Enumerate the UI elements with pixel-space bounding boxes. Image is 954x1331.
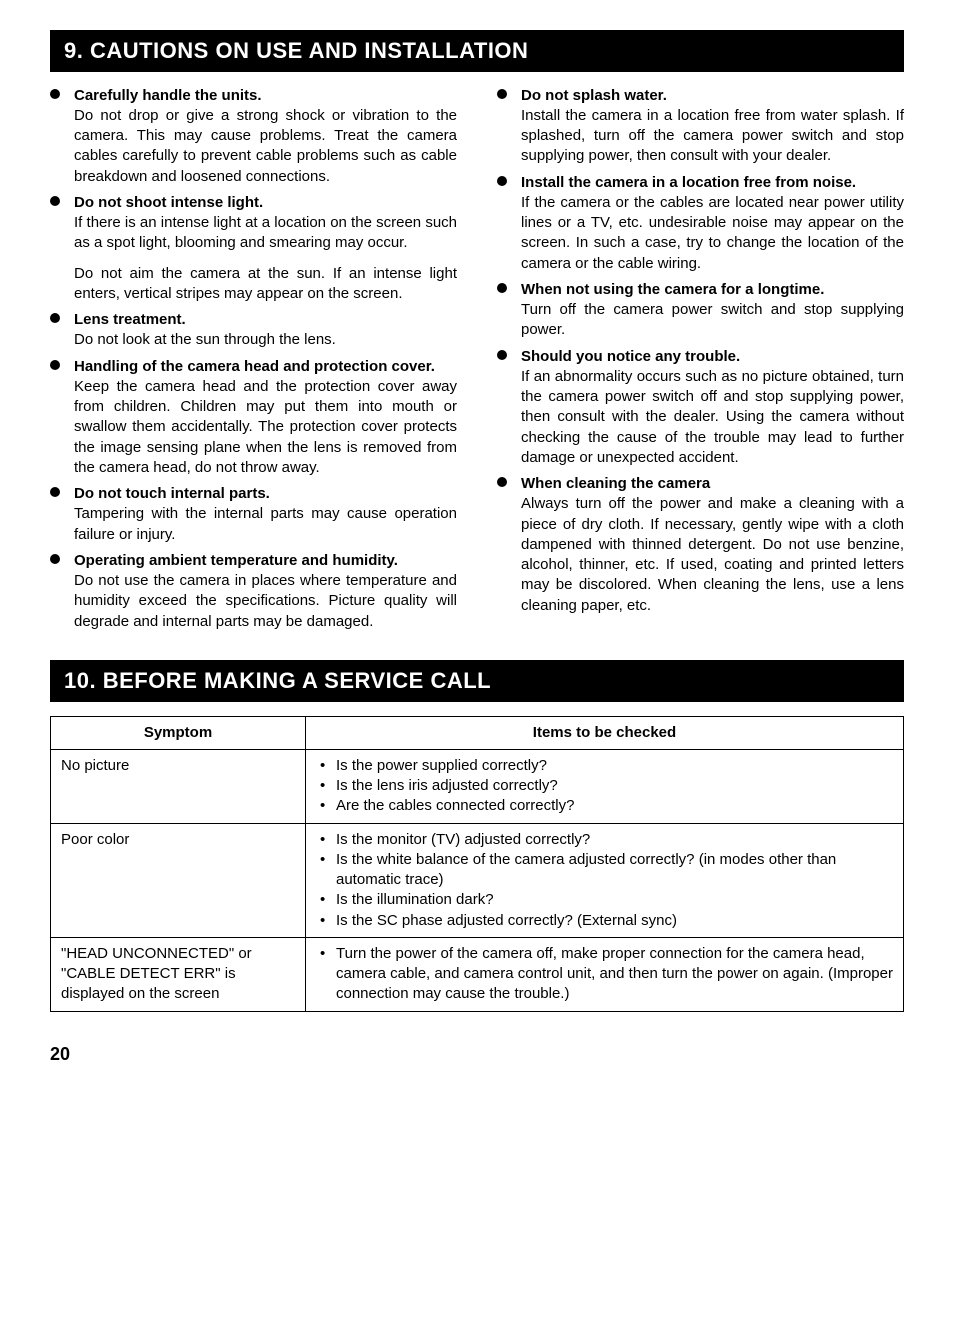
bullet-icon [497,283,507,293]
page-number: 20 [50,1042,904,1066]
cautions-right-column: Do not splash water. Install the camera … [497,86,904,638]
caution-title: When not using the camera for a longtime… [521,281,824,298]
bullet-icon [50,554,60,564]
bullet-icon [497,477,507,487]
caution-cleaning: When cleaning the camera Always turn off… [497,474,904,616]
caution-title: Lens treatment. [74,311,186,328]
cautions-columns: Carefully handle the units. Do not drop … [50,86,904,638]
check-item: Is the monitor (TV) adjusted correctly? [336,830,893,850]
bullet-icon [50,89,60,99]
section-header-service: 10. BEFORE MAKING A SERVICE CALL [50,660,904,702]
symptom-cell: No picture [51,749,306,823]
check-item: Is the SC phase adjusted correctly? (Ext… [336,911,893,931]
caution-body: If an abnormality occurs such as no pict… [521,367,904,468]
caution-lens-treatment: Lens treatment. Do not look at the sun t… [50,310,457,351]
check-item: Is the lens iris adjusted correctly? [336,776,893,796]
check-item: Is the illumination dark? [336,890,893,910]
caution-body: If the camera or the cables are located … [521,193,904,274]
section-header-cautions: 9. CAUTIONS ON USE AND INSTALLATION [50,30,904,72]
bullet-icon [497,89,507,99]
caution-title: Do not touch internal parts. [74,485,270,502]
caution-body: Install the camera in a location free fr… [521,106,904,167]
caution-handle-units: Carefully handle the units. Do not drop … [50,86,457,187]
caution-title: Carefully handle the units. [74,87,262,104]
caution-trouble: Should you notice any trouble. If an abn… [497,347,904,469]
caution-title: Do not shoot intense light. [74,194,263,211]
symptom-cell: Poor color [51,823,306,937]
table-row: "HEAD UNCONNECTED" or "CABLE DETECT ERR"… [51,937,904,1011]
caution-title: Operating ambient temperature and humidi… [74,552,398,569]
bullet-icon [50,196,60,206]
caution-title: Handling of the camera head and protecti… [74,358,435,375]
table-row: No picture Is the power supplied correct… [51,749,904,823]
caution-body: Keep the camera head and the protection … [74,377,457,478]
checks-cell: Is the monitor (TV) adjusted correctly? … [306,823,904,937]
bullet-icon [50,360,60,370]
cautions-left-column: Carefully handle the units. Do not drop … [50,86,457,638]
caution-temperature: Operating ambient temperature and humidi… [50,551,457,632]
caution-title: When cleaning the camera [521,475,710,492]
caution-body-extra: Do not aim the camera at the sun. If an … [74,264,457,305]
caution-title: Should you notice any trouble. [521,348,740,365]
bullet-icon [497,176,507,186]
caution-splash-water: Do not splash water. Install the camera … [497,86,904,167]
caution-not-using: When not using the camera for a longtime… [497,280,904,341]
caution-body: Do not use the camera in places where te… [74,571,457,632]
col-header-symptom: Symptom [51,716,306,749]
check-item: Is the power supplied correctly? [336,756,893,776]
checks-cell: Turn the power of the camera off, make p… [306,937,904,1011]
caution-title: Install the camera in a location free fr… [521,174,856,191]
checks-cell: Is the power supplied correctly? Is the … [306,749,904,823]
check-item: Are the cables connected correctly? [336,796,893,816]
caution-body: Tampering with the internal parts may ca… [74,504,457,545]
symptom-cell: "HEAD UNCONNECTED" or "CABLE DETECT ERR"… [51,937,306,1011]
caution-body: Do not look at the sun through the lens. [74,330,457,350]
check-list: Turn the power of the camera off, make p… [316,944,893,1005]
table-row: Poor color Is the monitor (TV) adjusted … [51,823,904,937]
caution-noise-location: Install the camera in a location free fr… [497,173,904,274]
check-list: Is the monitor (TV) adjusted correctly? … [316,830,893,931]
check-item: Turn the power of the camera off, make p… [336,944,893,1005]
caution-internal-parts: Do not touch internal parts. Tampering w… [50,484,457,545]
caution-body: Do not drop or give a strong shock or vi… [74,106,457,187]
caution-body: Always turn off the power and make a cle… [521,494,904,616]
check-list: Is the power supplied correctly? Is the … [316,756,893,817]
caution-body: Turn off the camera power switch and sto… [521,300,904,341]
bullet-icon [50,313,60,323]
caution-intense-light: Do not shoot intense light. If there is … [50,193,457,304]
check-item: Is the white balance of the camera adjus… [336,850,893,891]
bullet-icon [50,487,60,497]
caution-camera-head: Handling of the camera head and protecti… [50,357,457,479]
col-header-items: Items to be checked [306,716,904,749]
caution-title: Do not splash water. [521,87,667,104]
table-header-row: Symptom Items to be checked [51,716,904,749]
bullet-icon [497,350,507,360]
troubleshoot-table: Symptom Items to be checked No picture I… [50,716,904,1012]
caution-body: If there is an intense light at a locati… [74,213,457,254]
